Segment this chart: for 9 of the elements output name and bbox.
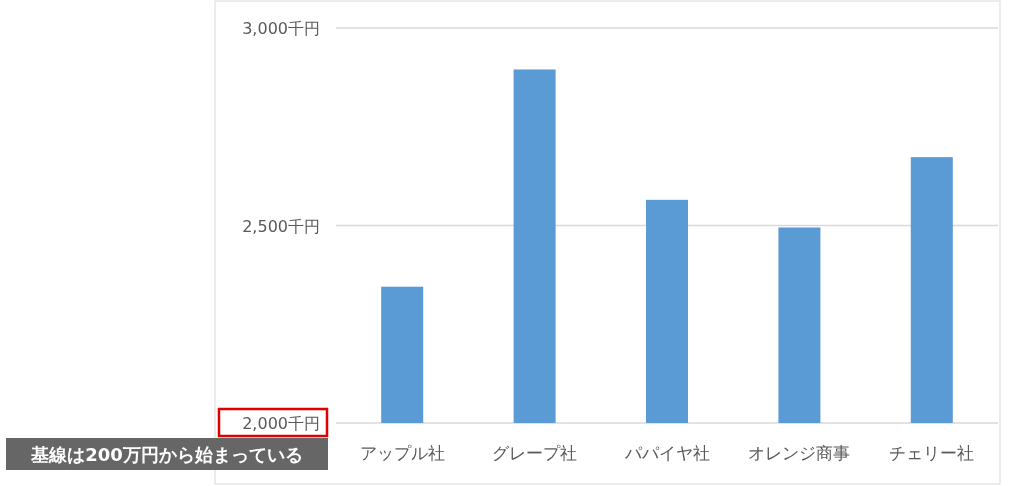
y-tick-label: 3,000千円 [242,19,320,38]
x-tick-label: オレンジ商事 [748,443,851,463]
x-tick-label: チェリー社 [889,443,975,463]
y-tick-label: 2,500千円 [242,216,320,236]
text: 基線は200万円から始まっている [30,444,303,465]
x-tick-label: アップル社 [359,443,445,463]
y-tick-label: 2,000千円 [242,414,320,433]
x-tick-label: パパイヤ社 [623,443,710,463]
x-tick-label: グレープ社 [492,443,578,463]
